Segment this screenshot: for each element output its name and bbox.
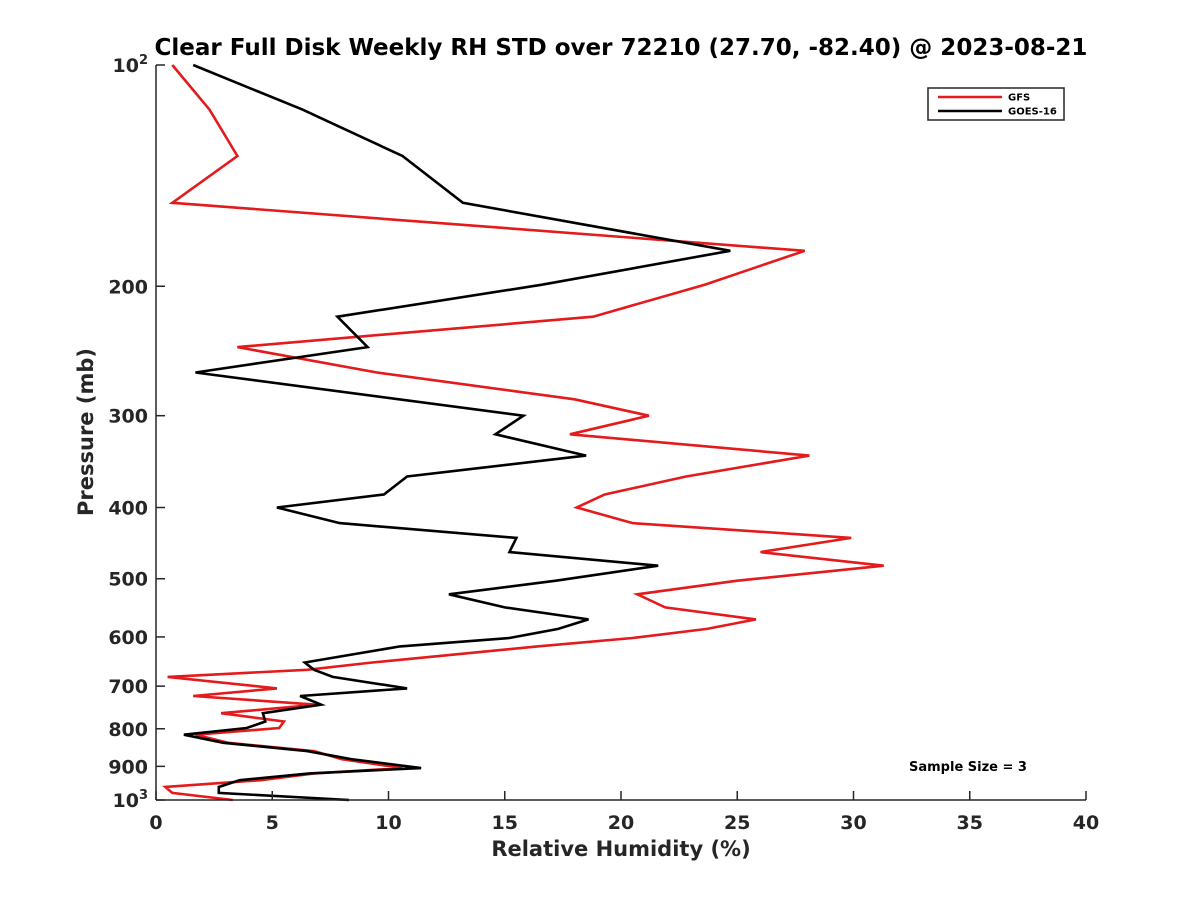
y-tick-label: 600 (108, 627, 148, 649)
x-tick-label: 15 (492, 812, 518, 834)
y-tick-label: 400 (108, 498, 148, 520)
legend: GFS GOES-16 (927, 87, 1065, 121)
y-tick-label: 900 (108, 756, 148, 778)
y-tick-label-base: 700 (108, 676, 148, 698)
y-tick-label: 102 (113, 53, 149, 77)
y-tick-label: 300 (108, 406, 148, 428)
legend-label: GOES-16 (1008, 107, 1057, 118)
y-tick-label-base: 400 (108, 498, 148, 520)
y-tick-label-base: 10 (113, 790, 139, 812)
y-tick-label-base: 500 (108, 569, 148, 591)
y-tick-label: 103 (113, 788, 149, 812)
legend-label: GFS (1008, 93, 1030, 104)
x-tick-label: 10 (375, 812, 401, 834)
chart-title: Clear Full Disk Weekly RH STD over 72210… (155, 35, 1088, 61)
y-tick-label: 800 (108, 719, 148, 741)
x-tick-label: 30 (840, 812, 866, 834)
legend-box (927, 87, 1065, 121)
series-layer (162, 63, 884, 802)
y-tick-label: 500 (108, 569, 148, 591)
x-ticks: 0 5 10 15 20 25 30 35 40 (149, 791, 1099, 834)
y-tick-label-base: 900 (108, 756, 148, 778)
y-tick-label: 200 (108, 276, 148, 298)
x-tick-label: 5 (266, 812, 279, 834)
y-tick-label-exponent: 3 (139, 788, 148, 803)
y-tick-label-base: 300 (108, 406, 148, 428)
y-tick-label-base: 600 (108, 627, 148, 649)
y-tick-label-base: 10 (113, 55, 139, 77)
y-tick-label-exponent: 2 (139, 53, 148, 68)
series-line-goes-16 (183, 63, 731, 802)
x-tick-label: 20 (608, 812, 634, 834)
x-tick-label: 35 (957, 812, 983, 834)
x-tick-label: 40 (1073, 812, 1099, 834)
y-tick-label-base: 800 (108, 719, 148, 741)
x-tick-label: 25 (724, 812, 750, 834)
y-tick-label: 700 (108, 676, 148, 698)
y-axis-label: Pressure (mb) (74, 348, 98, 516)
x-tick-label: 0 (149, 812, 162, 834)
sample-size-annotation: Sample Size = 3 (909, 760, 1027, 775)
y-tick-label-base: 200 (108, 276, 148, 298)
x-axis-label: Relative Humidity (%) (491, 837, 750, 861)
